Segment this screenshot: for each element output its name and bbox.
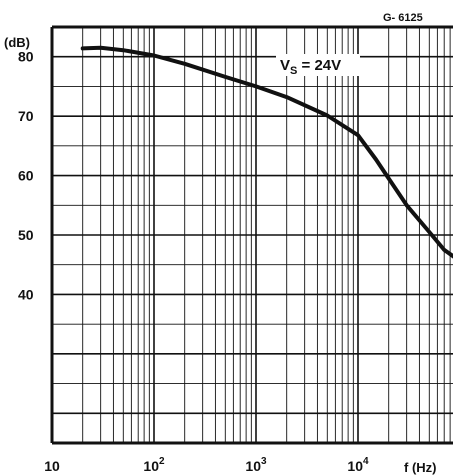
annotation-subscript: S	[290, 65, 297, 77]
y-tick-labels: 80 70 60 50 40	[18, 49, 34, 303]
response-curve	[80, 45, 453, 259]
x-axis-label: f (Hz)	[404, 460, 437, 475]
y-axis-label: (dB)	[4, 35, 30, 50]
annotation-value: = 24V	[297, 57, 341, 74]
x-tick-labels: 10 102 103 104	[44, 456, 369, 474]
figure-code: G- 6125	[383, 12, 423, 24]
y-tick-label: 70	[18, 108, 34, 124]
x-tick-label: 104	[347, 456, 369, 474]
y-tick-label: 80	[18, 49, 34, 65]
annotation-base: V	[280, 57, 290, 74]
y-tick-label: 40	[18, 286, 34, 302]
grid	[52, 27, 453, 443]
series-group	[80, 45, 453, 259]
y-tick-label: 50	[18, 227, 34, 243]
supply-voltage-annotation: VS = 24V	[276, 54, 360, 77]
x-tick-label: 10	[44, 458, 60, 474]
x-tick-label: 102	[143, 456, 165, 474]
x-tick-label: 103	[245, 456, 267, 474]
y-tick-label: 60	[18, 168, 34, 184]
svg-text:VS = 24V: VS = 24V	[280, 57, 341, 77]
